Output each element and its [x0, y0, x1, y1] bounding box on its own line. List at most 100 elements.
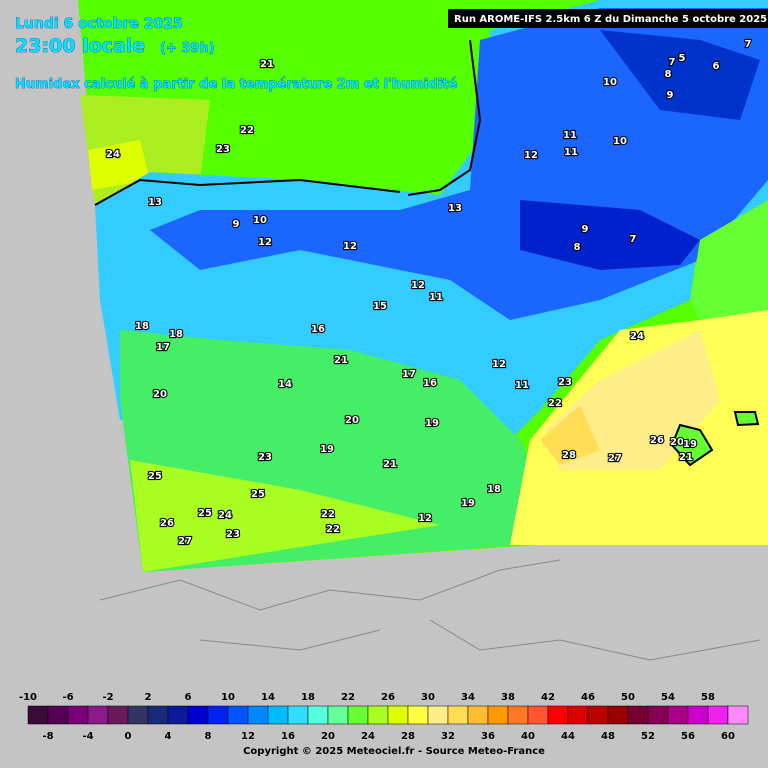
- contour-label: 13: [448, 203, 462, 214]
- legend-swatch: [447, 705, 469, 725]
- legend-swatch: [407, 705, 429, 725]
- contour-label: 14: [278, 379, 292, 390]
- contour-label: 24: [218, 510, 232, 521]
- humidex-coldest: [600, 30, 760, 120]
- legend-swatch: [667, 705, 689, 725]
- contour-label: 8: [574, 242, 581, 253]
- humidex-coldest: [520, 200, 700, 270]
- legend-tick-label: 56: [681, 731, 695, 742]
- legend-tick-label: 26: [381, 692, 395, 703]
- contour-label: 23: [216, 144, 230, 155]
- contour-label: 11: [515, 380, 529, 391]
- legend-tick-label: 34: [461, 692, 475, 703]
- contour-label: 8: [665, 69, 672, 80]
- contour-label: 22: [240, 125, 254, 136]
- legend-tick-label: 38: [501, 692, 515, 703]
- contour-label: 7: [669, 57, 676, 68]
- legend-swatch: [427, 705, 449, 725]
- contour-label: 19: [320, 444, 334, 455]
- contour-label: 10: [603, 77, 617, 88]
- copyright: Copyright © 2025 Meteociel.fr - Source M…: [243, 746, 545, 757]
- contour-label: 16: [423, 378, 437, 389]
- contour-label: 21: [334, 355, 348, 366]
- legend-tick-label: 16: [281, 731, 295, 742]
- legend-tick-label: 48: [601, 731, 615, 742]
- description: Humidex calculé à partir de la températu…: [15, 77, 457, 92]
- contour-label: 24: [630, 331, 644, 342]
- contour-label: 26: [160, 518, 174, 529]
- legend-tick-label: -4: [82, 731, 93, 742]
- contour-label: 12: [258, 237, 272, 248]
- legend-tick-label: -6: [62, 692, 73, 703]
- contour-label: 6: [713, 61, 720, 72]
- legend-swatch: [607, 705, 629, 725]
- legend-swatch: [47, 705, 69, 725]
- legend-tick-label: 2: [145, 692, 152, 703]
- run-box: [448, 9, 768, 28]
- humidex-warm: [130, 460, 440, 572]
- legend-tick-label: 60: [721, 731, 735, 742]
- legend-tick-label: 44: [561, 731, 575, 742]
- contour-label: 22: [321, 509, 335, 520]
- lead-time: (+ 39h): [160, 41, 215, 56]
- legend-tick-label: 30: [421, 692, 435, 703]
- legend-tick-label: 18: [301, 692, 315, 703]
- contour-label: 12: [418, 513, 432, 524]
- legend-swatch: [207, 705, 229, 725]
- contour-label: 18: [169, 329, 183, 340]
- legend-tick-label: 54: [661, 692, 675, 703]
- atlantic-warm: [88, 140, 150, 190]
- legend-swatch: [687, 705, 709, 725]
- contour-label: 24: [106, 149, 120, 160]
- legend-swatch: [67, 705, 89, 725]
- contour-label: 25: [198, 508, 212, 519]
- contour-label: 10: [613, 136, 627, 147]
- contour-label: 11: [564, 147, 578, 158]
- contour-label: 22: [326, 524, 340, 535]
- legend-tick-label: -8: [42, 731, 53, 742]
- legend-tick-label: 6: [185, 692, 192, 703]
- legend-tick-label: 40: [521, 731, 535, 742]
- contour-label: 20: [670, 437, 684, 448]
- legend-tick-label: 24: [361, 731, 375, 742]
- legend-swatch: [187, 705, 209, 725]
- contour-label: 21: [260, 59, 274, 70]
- contour-label: 16: [311, 324, 325, 335]
- contour-label: 12: [524, 150, 538, 161]
- legend-tick-label: -2: [102, 692, 113, 703]
- contour-label: 28: [562, 450, 576, 461]
- legend-swatch: [567, 705, 589, 725]
- legend-swatch: [127, 705, 149, 725]
- legend-tick-label: 32: [441, 731, 455, 742]
- legend-swatch: [487, 705, 509, 725]
- legend-swatch: [227, 705, 249, 725]
- contour-label: 21: [679, 452, 693, 463]
- legend-tick-label: 58: [701, 692, 715, 703]
- contour-label: 19: [461, 498, 475, 509]
- contour-label: 23: [258, 452, 272, 463]
- coastline: [94, 178, 401, 206]
- coastline: [407, 39, 482, 196]
- island: [670, 423, 714, 467]
- legend-swatch: [327, 705, 349, 725]
- contour-label: 26: [650, 435, 664, 446]
- legend-swatch: [347, 705, 369, 725]
- legend-tick-label: 14: [261, 692, 275, 703]
- contour-label: 21: [383, 459, 397, 470]
- legend-swatch: [627, 705, 649, 725]
- border-lines: [99, 559, 761, 661]
- legend-tick-label: 52: [641, 731, 655, 742]
- time: 23:00 locale: [15, 35, 145, 57]
- legend-swatch: [107, 705, 129, 725]
- contour-label: 23: [558, 377, 572, 388]
- legend-swatch: [367, 705, 389, 725]
- legend-swatch: [727, 705, 749, 725]
- contour-label: 17: [402, 369, 416, 380]
- contour-label: 12: [411, 280, 425, 291]
- contour-label: 9: [582, 224, 589, 235]
- contour-label: 19: [425, 418, 439, 429]
- legend-swatch: [267, 705, 289, 725]
- contour-label: 27: [608, 453, 622, 464]
- legend-swatch: [167, 705, 189, 725]
